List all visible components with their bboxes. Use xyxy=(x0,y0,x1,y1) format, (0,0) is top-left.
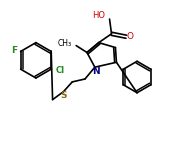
Text: CH₃: CH₃ xyxy=(58,39,72,48)
Text: O: O xyxy=(127,32,134,41)
Text: HO: HO xyxy=(92,11,105,20)
Text: S: S xyxy=(60,91,67,100)
Text: N: N xyxy=(92,67,100,76)
Text: F: F xyxy=(11,46,17,55)
Text: Cl: Cl xyxy=(55,66,65,75)
